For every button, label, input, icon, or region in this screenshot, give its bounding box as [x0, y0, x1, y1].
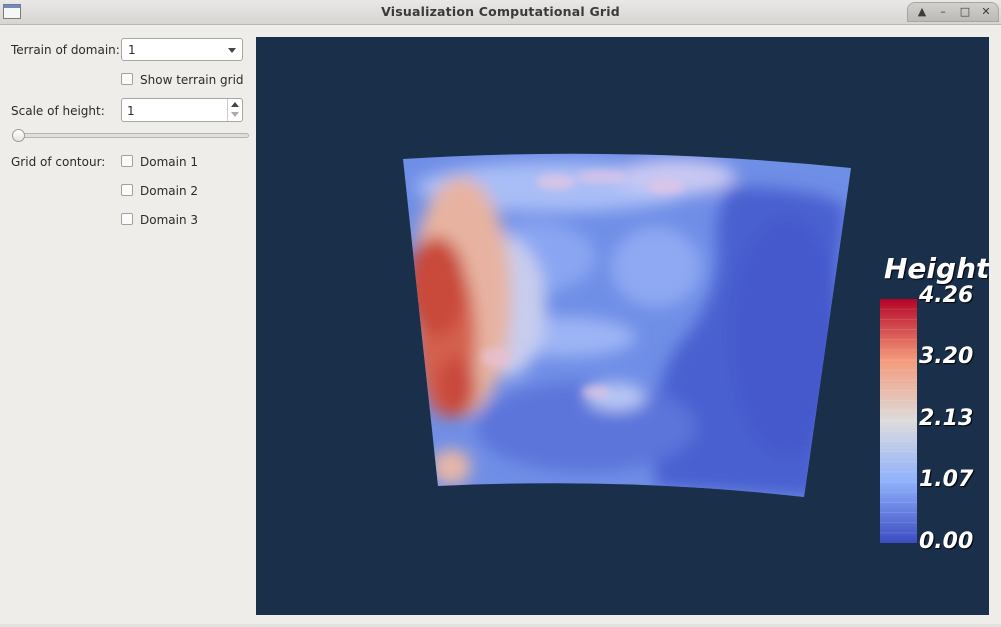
scale-height-value: 1 [127, 104, 135, 118]
render-viewport[interactable]: Height 4.26 3.20 2.13 1.07 0.00 [256, 37, 989, 615]
spin-up-icon[interactable] [231, 102, 239, 107]
minimize-icon[interactable]: – [940, 5, 946, 18]
domain-1-label[interactable]: Domain 1 [140, 155, 199, 169]
show-terrain-grid-checkbox[interactable] [121, 73, 133, 85]
terrain-surface [403, 153, 851, 498]
legend-title: Height [884, 252, 989, 285]
show-terrain-grid-label[interactable]: Show terrain grid [140, 73, 244, 87]
title-bar: Visualization Computational Grid ▲ – □ ✕ [0, 0, 1001, 25]
status-strip [0, 624, 1001, 627]
window-title: Visualization Computational Grid [381, 4, 620, 19]
terrain-domain-combo[interactable]: 1 [121, 38, 243, 61]
scale-height-label: Scale of height: [11, 104, 105, 118]
scale-height-spinbox[interactable]: 1 [121, 98, 243, 122]
window-controls: ▲ – □ ✕ [907, 2, 999, 22]
legend-tick-min: 0.00 [919, 529, 974, 554]
scale-slider-handle[interactable] [12, 129, 25, 142]
terrain-plot[interactable] [256, 37, 989, 615]
app-window-icon[interactable] [3, 4, 21, 19]
legend-tick-max: 4.26 [919, 283, 974, 308]
grid-contour-label: Grid of contour: [11, 155, 106, 169]
legend-tick-1: 1.07 [919, 467, 974, 492]
legend-tick-3: 3.20 [919, 344, 974, 369]
terrain-domain-value: 1 [128, 43, 136, 57]
domain-1-checkbox[interactable] [121, 155, 133, 167]
spin-buttons [227, 99, 242, 121]
scale-slider-track[interactable] [12, 133, 249, 138]
spin-down-icon[interactable] [231, 112, 239, 117]
domain-3-checkbox[interactable] [121, 213, 133, 225]
terrain-domain-label: Terrain of domain: [11, 43, 120, 57]
legend-tick-2: 2.13 [919, 406, 974, 431]
chevron-down-icon [228, 48, 236, 53]
maximize-icon[interactable]: □ [959, 5, 971, 18]
color-legend [880, 299, 917, 543]
close-icon[interactable]: ✕ [981, 5, 991, 18]
shade-up-icon[interactable]: ▲ [917, 5, 927, 18]
domain-3-label[interactable]: Domain 3 [140, 213, 199, 227]
domain-2-checkbox[interactable] [121, 184, 133, 196]
domain-2-label[interactable]: Domain 2 [140, 184, 199, 198]
